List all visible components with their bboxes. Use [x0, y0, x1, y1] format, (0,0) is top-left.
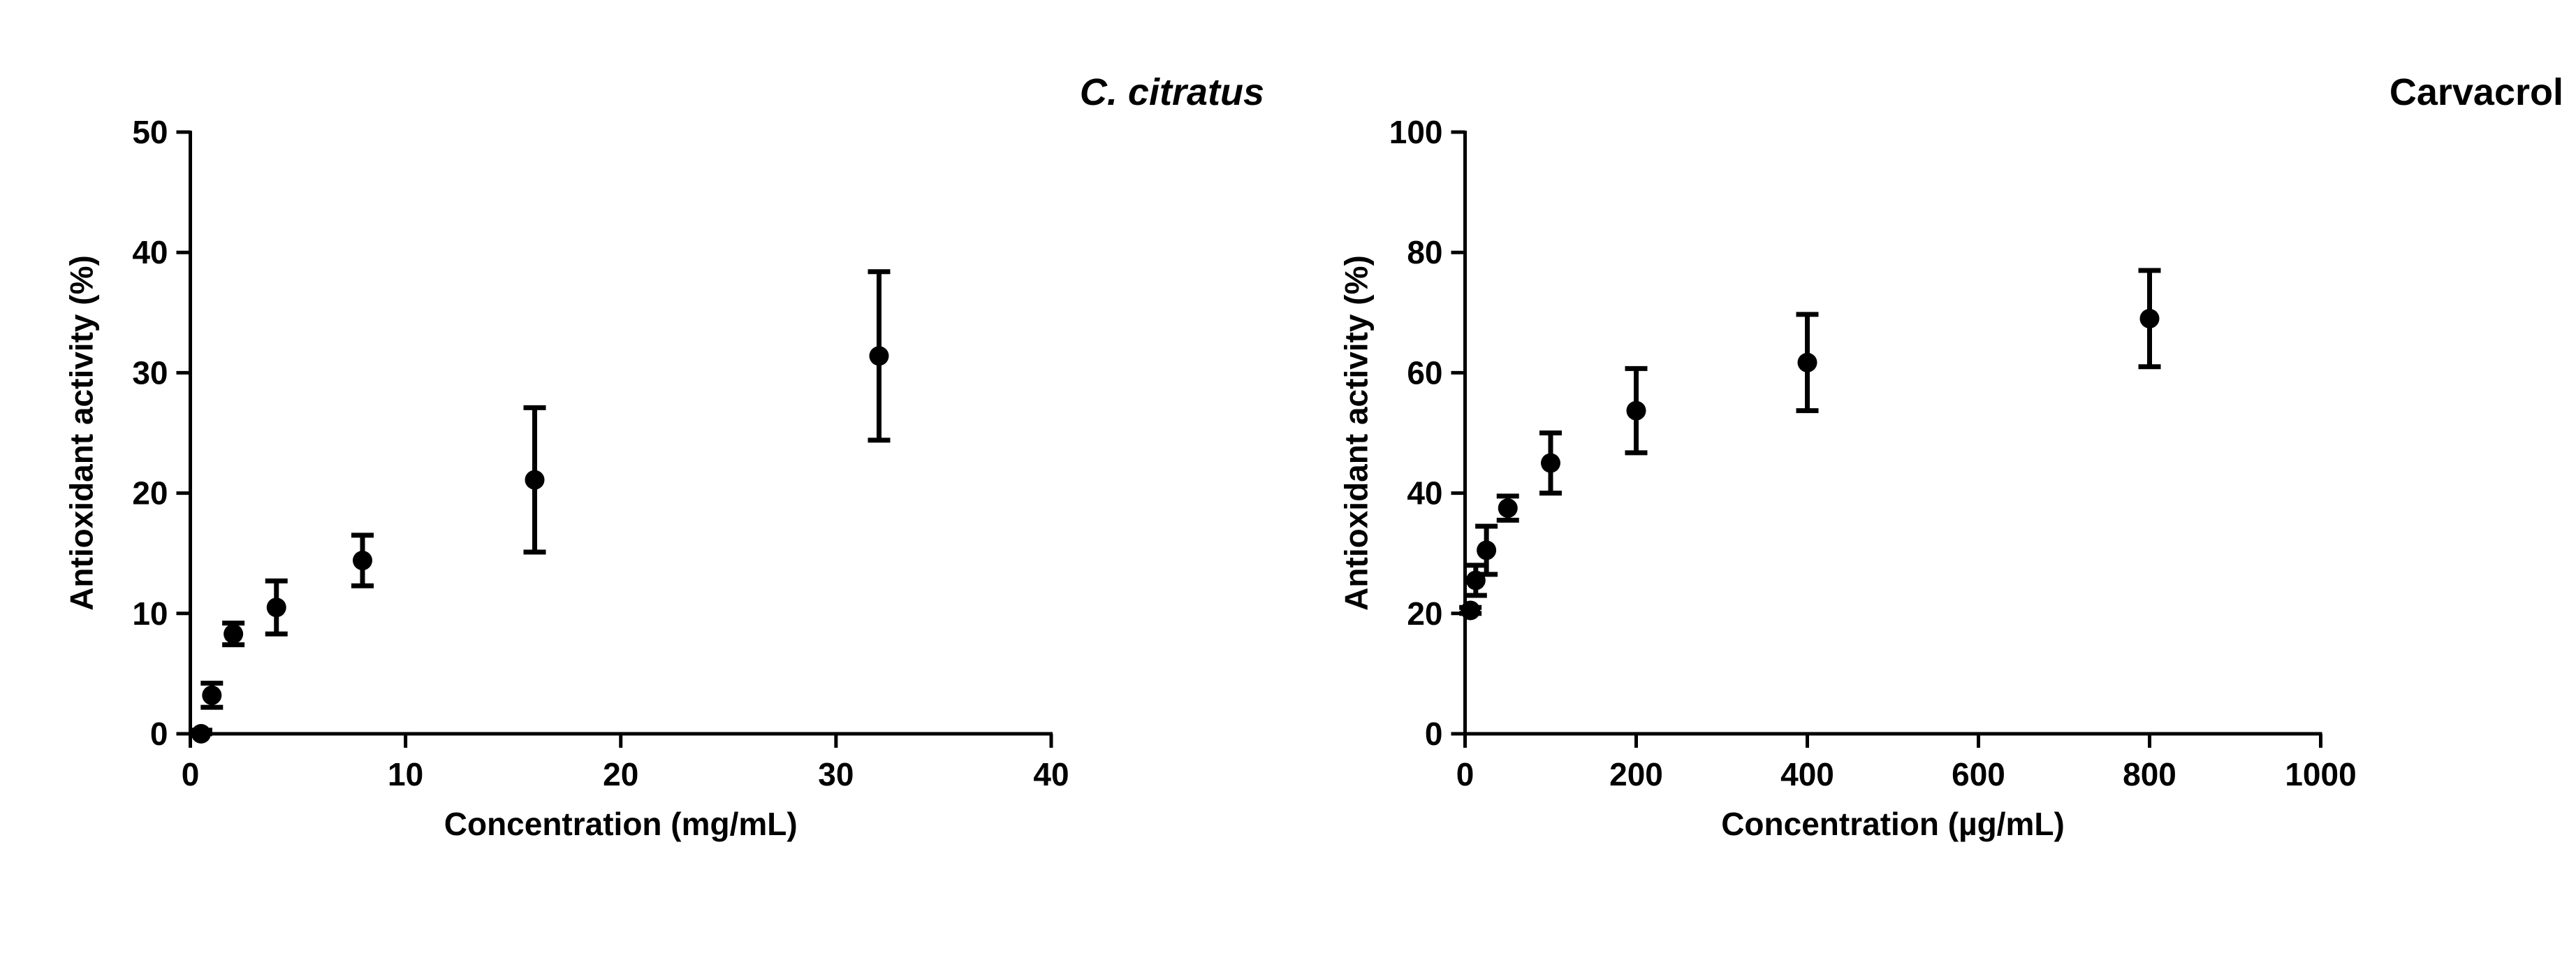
- x-tick-label: 200: [1609, 756, 1663, 792]
- data-marker: [1541, 453, 1560, 473]
- data-marker: [525, 470, 545, 490]
- x-axis-title: Concentration (µg/mL): [1721, 806, 2065, 842]
- data-point: [2138, 268, 2161, 370]
- chart-title: Carvacrol: [2390, 71, 2563, 113]
- data-marker: [191, 724, 211, 744]
- y-tick-label: 100: [1389, 114, 1443, 150]
- data-marker: [224, 624, 244, 644]
- data-marker: [266, 598, 286, 618]
- data-point: [1796, 312, 1819, 414]
- data-marker: [1626, 400, 1646, 421]
- data-marker: [2139, 308, 2160, 328]
- y-tick-label: 10: [132, 595, 168, 632]
- y-tick-label: 80: [1407, 234, 1442, 270]
- y-tick-label: 40: [1407, 475, 1442, 512]
- data-marker: [1477, 540, 1497, 560]
- x-tick-label: 800: [2123, 756, 2176, 792]
- data-marker: [1797, 352, 1817, 372]
- y-tick-label: 20: [132, 475, 168, 512]
- data-point: [189, 724, 212, 744]
- data-point: [1496, 493, 1519, 523]
- y-tick-label: 0: [150, 716, 168, 752]
- x-tick-label: 20: [603, 756, 638, 792]
- data-point: [1459, 600, 1482, 621]
- data-point: [351, 533, 374, 588]
- data-point: [265, 578, 288, 637]
- x-tick-label: 10: [388, 756, 423, 792]
- y-tick-label: 50: [132, 114, 168, 150]
- x-tick-label: 0: [1456, 756, 1474, 792]
- x-tick-label: 40: [1033, 756, 1069, 792]
- x-tick-label: 1000: [2285, 756, 2356, 792]
- data-marker: [869, 346, 889, 366]
- y-tick-label: 0: [1425, 716, 1443, 752]
- chart-c-citratus: 0 10 20 30 40 50 0 10 20 30 40 Concentration (mg/mL…: [64, 71, 1265, 842]
- y-tick-label: 30: [132, 354, 168, 391]
- x-tick-label: 0: [182, 756, 200, 792]
- y-tick-label: 40: [132, 234, 168, 270]
- data-point: [523, 405, 546, 555]
- x-tick-label: 30: [818, 756, 854, 792]
- y-tick-label: 20: [1407, 595, 1442, 632]
- data-marker: [353, 551, 372, 571]
- data-point: [1475, 523, 1498, 577]
- data-point: [1539, 430, 1562, 496]
- x-tick-label: 600: [1952, 756, 2005, 792]
- data-point: [1464, 563, 1487, 598]
- y-axis-title: Antioxidant activity (%): [1338, 255, 1375, 611]
- data-marker: [202, 685, 222, 705]
- x-tick-label: 400: [1780, 756, 1834, 792]
- y-axis-title: Antioxidant activity (%): [64, 255, 100, 611]
- data-point: [200, 681, 224, 710]
- data-point: [868, 269, 891, 443]
- data-marker: [1498, 498, 1518, 519]
- x-axis-title: Concentration (mg/mL): [444, 806, 798, 842]
- chart-title: C. citratus: [1080, 71, 1264, 113]
- data-point: [222, 621, 245, 648]
- data-point: [1625, 365, 1648, 456]
- y-tick-label: 60: [1407, 354, 1442, 391]
- data-marker: [1461, 600, 1481, 621]
